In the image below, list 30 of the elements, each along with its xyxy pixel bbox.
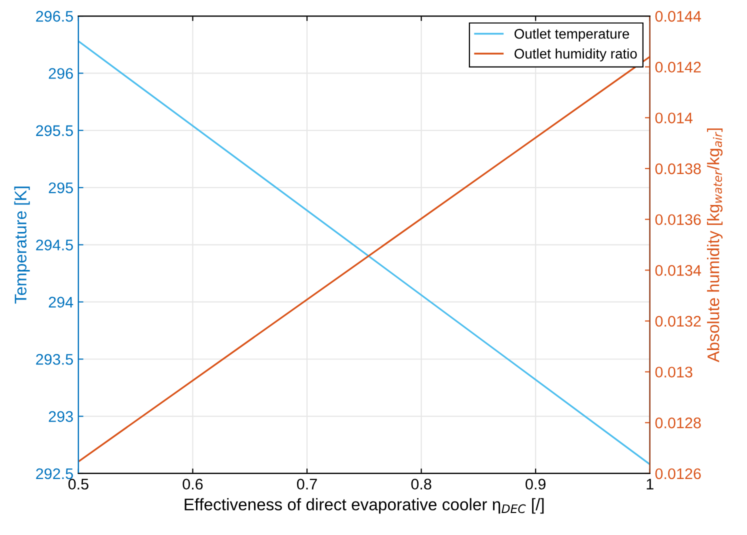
- legend-label: Outlet humidity ratio: [514, 48, 637, 62]
- y-tick-label: 296: [48, 68, 73, 79]
- y-tick-label: 293: [48, 411, 73, 422]
- y2-tick-label: 0.0132: [655, 316, 701, 327]
- y2-tick-label: 0.0134: [655, 265, 702, 276]
- y2-axis-title: Absolute humidity [kg$_{water}$/kg$_{air}$]: [707, 128, 723, 362]
- x-tick-label: 0.9: [526, 478, 546, 490]
- y2-tick-label: 0.0128: [655, 418, 701, 428]
- x-axis-title: Effectiveness of direct evaporative cooler η$_{DEC}$ [/]: [184, 498, 544, 514]
- y2-tick-label: 0.013: [655, 366, 692, 378]
- y2-tick-label: 0.0136: [655, 214, 701, 226]
- x-tick-label: 0.7: [296, 478, 317, 490]
- legend-label: Outlet temperature: [514, 28, 630, 42]
- y-tick-label: 295.5: [36, 125, 73, 136]
- y-tick-label: 294.5: [36, 240, 73, 250]
- x-tick-label: 0.6: [182, 478, 203, 490]
- x-tick-label: 0.8: [411, 478, 432, 490]
- y-tick-label: 292.5: [36, 468, 73, 480]
- y2-tick-label: 0.0126: [655, 468, 701, 480]
- y2-tick-label: 0.014: [655, 112, 693, 124]
- x-tick-label: 1: [646, 478, 654, 490]
- x-tick-label: 0.5: [68, 478, 88, 490]
- y2-tick-label: 0.0138: [655, 163, 701, 174]
- y-tick-label: 293.5: [36, 354, 73, 365]
- y-tick-label: 294: [48, 296, 74, 308]
- y2-tick-label: 0.0144: [655, 10, 702, 22]
- y2-tick-label: 0.0142: [655, 62, 701, 73]
- y-tick-label: 296.5: [36, 10, 73, 22]
- y-tick-label: 295: [48, 182, 73, 194]
- y-axis-title: Temperature [K]: [14, 186, 30, 304]
